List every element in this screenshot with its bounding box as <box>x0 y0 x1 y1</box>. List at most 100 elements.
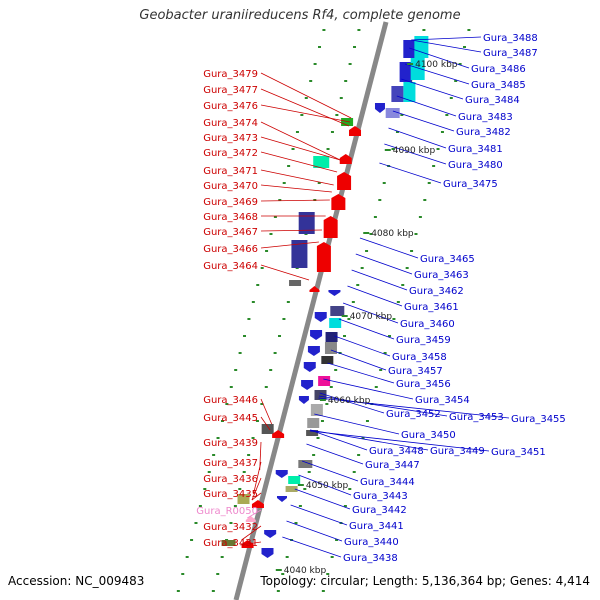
scale-dot <box>436 148 440 150</box>
scale-dot <box>242 471 246 473</box>
gene-feature <box>391 86 404 102</box>
scale-dot <box>427 182 431 184</box>
gene-feature <box>237 494 250 504</box>
scale-dot <box>220 556 224 558</box>
left-gene-label: Gura_3468 <box>203 212 258 223</box>
scale-dot <box>255 420 259 422</box>
scale-dot <box>312 454 316 456</box>
genome-title: Geobacter uraniireducens Rf4, complete g… <box>139 8 461 23</box>
gene-feature <box>285 486 298 492</box>
right-gene-label: Gura_3449 <box>430 446 485 457</box>
scale-dot <box>352 471 356 473</box>
leader-line <box>409 47 470 69</box>
gene-feature <box>307 418 320 428</box>
leader-line <box>260 151 338 173</box>
gene-feature <box>325 332 338 342</box>
scale-dot <box>440 131 444 133</box>
scale-dot <box>220 420 224 422</box>
topology-text: Topology: circular; Length: 5,136,364 bp… <box>260 574 590 588</box>
scale-dot <box>304 97 308 99</box>
leader-line <box>240 541 262 546</box>
right-gene-label: Gura_3454 <box>415 395 470 406</box>
scale-dot <box>185 556 189 558</box>
leader-line <box>294 488 351 510</box>
right-gene-label: Gura_3444 <box>360 477 415 488</box>
scale-dot <box>282 182 286 184</box>
scale-dot <box>194 522 198 524</box>
leader-line <box>392 110 455 132</box>
gene-feature <box>261 424 274 434</box>
left-gene-label: Gura_3466 <box>203 244 258 255</box>
leader-line <box>251 477 262 501</box>
leader-line <box>298 474 352 496</box>
scale-dot <box>238 352 242 354</box>
scale-dots <box>176 29 471 592</box>
scale-dot <box>181 573 185 575</box>
gene-feature <box>264 530 277 538</box>
right-gene-label: Gura_3484 <box>465 95 520 106</box>
scale-dot <box>414 233 418 235</box>
scale-dot <box>357 454 361 456</box>
right-gene-label: Gura_3461 <box>404 302 459 313</box>
gene-feature <box>410 58 425 80</box>
scale-dot <box>260 403 264 405</box>
leader-line <box>384 143 447 165</box>
scale-dot <box>348 63 352 65</box>
scale-dot <box>330 556 334 558</box>
scale-dot <box>216 437 220 439</box>
left-gene-label: Gura_3477 <box>203 85 258 96</box>
scale-dot <box>300 114 304 116</box>
kbp-tick-label: 4090 kbp <box>393 146 436 156</box>
left-gene-label: Gura_3472 <box>203 148 258 159</box>
scale-dot <box>418 216 422 218</box>
right-gene-label: Gura_3475 <box>443 179 498 190</box>
gene-feature <box>385 108 400 118</box>
leader-line <box>251 492 262 501</box>
scale-dot <box>251 437 255 439</box>
right-gene-label: Gura_3482 <box>456 127 511 138</box>
scale-dot <box>190 539 194 541</box>
gene-feature <box>374 103 385 113</box>
scale-dot <box>260 267 264 269</box>
left-gene-label: Gura_3474 <box>203 118 258 129</box>
leader-line <box>260 199 330 202</box>
scale-dot <box>348 488 352 490</box>
leader-line <box>379 162 442 184</box>
scale-dot <box>269 233 273 235</box>
right-gene-label: Gura_3463 <box>414 270 469 281</box>
right-gene-label: Gura_3459 <box>396 335 451 346</box>
right-gene-label: Gura_3488 <box>483 33 538 44</box>
right-gene-label: Gura_3441 <box>349 521 404 532</box>
left-gene-label: Gura_3439 <box>203 438 258 449</box>
leader-line <box>351 269 408 291</box>
scale-dot <box>303 488 307 490</box>
leader-line <box>314 413 400 435</box>
gene-feature <box>331 194 346 210</box>
gene-feature <box>321 356 334 364</box>
scale-dot <box>467 29 471 31</box>
gene-feature <box>307 346 320 356</box>
kbp-tick-label: 4040 kbp <box>284 566 327 576</box>
right-gene-label: Gura_3440 <box>344 537 399 548</box>
scale-dot <box>317 182 321 184</box>
right-gene-label: Gura_3462 <box>409 286 464 297</box>
left-gene-label: Gura_3432 <box>203 522 258 533</box>
scale-dot <box>291 148 295 150</box>
scale-dot <box>316 437 320 439</box>
scale-dot <box>325 403 329 405</box>
scale-dot <box>378 199 382 201</box>
leader-line <box>260 229 323 232</box>
right-gene-label: Gura_3458 <box>392 352 447 363</box>
scale-dot <box>198 505 202 507</box>
leader-line <box>290 504 348 526</box>
scale-dot <box>281 573 285 575</box>
scale-dot <box>388 335 392 337</box>
gene-feature <box>323 216 338 238</box>
scale-dot <box>273 352 277 354</box>
scale-dot <box>247 454 251 456</box>
scale-dot <box>318 46 322 48</box>
right-gene-label: Gura_3438 <box>343 553 398 564</box>
right-gene-label: Gura_3460 <box>400 319 455 330</box>
leader-line <box>260 121 341 161</box>
gene-feature <box>298 396 309 404</box>
